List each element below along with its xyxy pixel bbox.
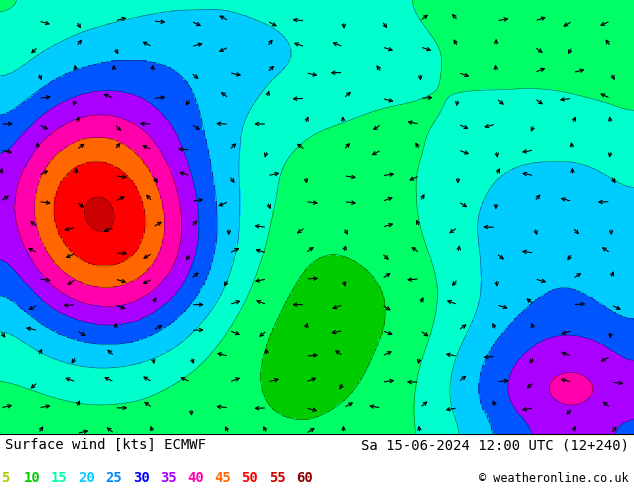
Text: 35: 35 <box>160 471 177 486</box>
Text: 15: 15 <box>51 471 68 486</box>
Text: © weatheronline.co.uk: © weatheronline.co.uk <box>479 472 629 486</box>
Text: 30: 30 <box>133 471 150 486</box>
Text: Surface wind [kts] ECMWF: Surface wind [kts] ECMWF <box>5 438 206 452</box>
Text: 55: 55 <box>269 471 285 486</box>
Text: 5: 5 <box>1 471 10 486</box>
Text: 60: 60 <box>296 471 313 486</box>
Text: 25: 25 <box>105 471 122 486</box>
Text: 10: 10 <box>24 471 41 486</box>
Text: 20: 20 <box>79 471 95 486</box>
Text: 45: 45 <box>214 471 231 486</box>
Text: Sa 15-06-2024 12:00 UTC (12+240): Sa 15-06-2024 12:00 UTC (12+240) <box>361 438 629 452</box>
Text: 40: 40 <box>187 471 204 486</box>
Text: 50: 50 <box>242 471 258 486</box>
